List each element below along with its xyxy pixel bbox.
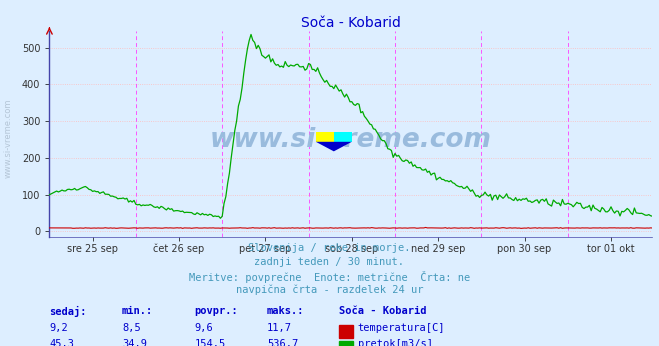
Text: www.si-vreme.com: www.si-vreme.com: [3, 99, 13, 178]
Text: temperatura[C]: temperatura[C]: [358, 323, 445, 333]
Text: zadnji teden / 30 minut.: zadnji teden / 30 minut.: [254, 257, 405, 267]
Text: www.si-vreme.com: www.si-vreme.com: [210, 127, 492, 153]
Text: 45,3: 45,3: [49, 339, 74, 346]
Text: maks.:: maks.:: [267, 306, 304, 316]
Text: navpična črta - razdelek 24 ur: navpična črta - razdelek 24 ur: [236, 284, 423, 295]
Text: 9,6: 9,6: [194, 323, 213, 333]
Polygon shape: [316, 132, 334, 142]
Title: Soča - Kobarid: Soča - Kobarid: [301, 16, 401, 30]
Text: min.:: min.:: [122, 306, 153, 316]
Text: sedaj:: sedaj:: [49, 306, 87, 317]
Text: 9,2: 9,2: [49, 323, 68, 333]
Text: Soča - Kobarid: Soča - Kobarid: [339, 306, 427, 316]
Text: Slovenija / reke in morje.: Slovenija / reke in morje.: [248, 243, 411, 253]
Polygon shape: [316, 142, 352, 151]
Text: 8,5: 8,5: [122, 323, 140, 333]
Text: pretok[m3/s]: pretok[m3/s]: [358, 339, 433, 346]
Text: 536,7: 536,7: [267, 339, 298, 346]
Text: Meritve: povprečne  Enote: metrične  Črta: ne: Meritve: povprečne Enote: metrične Črta:…: [189, 271, 470, 283]
Text: povpr.:: povpr.:: [194, 306, 238, 316]
Text: 154,5: 154,5: [194, 339, 225, 346]
Polygon shape: [334, 132, 352, 142]
Text: 11,7: 11,7: [267, 323, 292, 333]
Text: 34,9: 34,9: [122, 339, 147, 346]
